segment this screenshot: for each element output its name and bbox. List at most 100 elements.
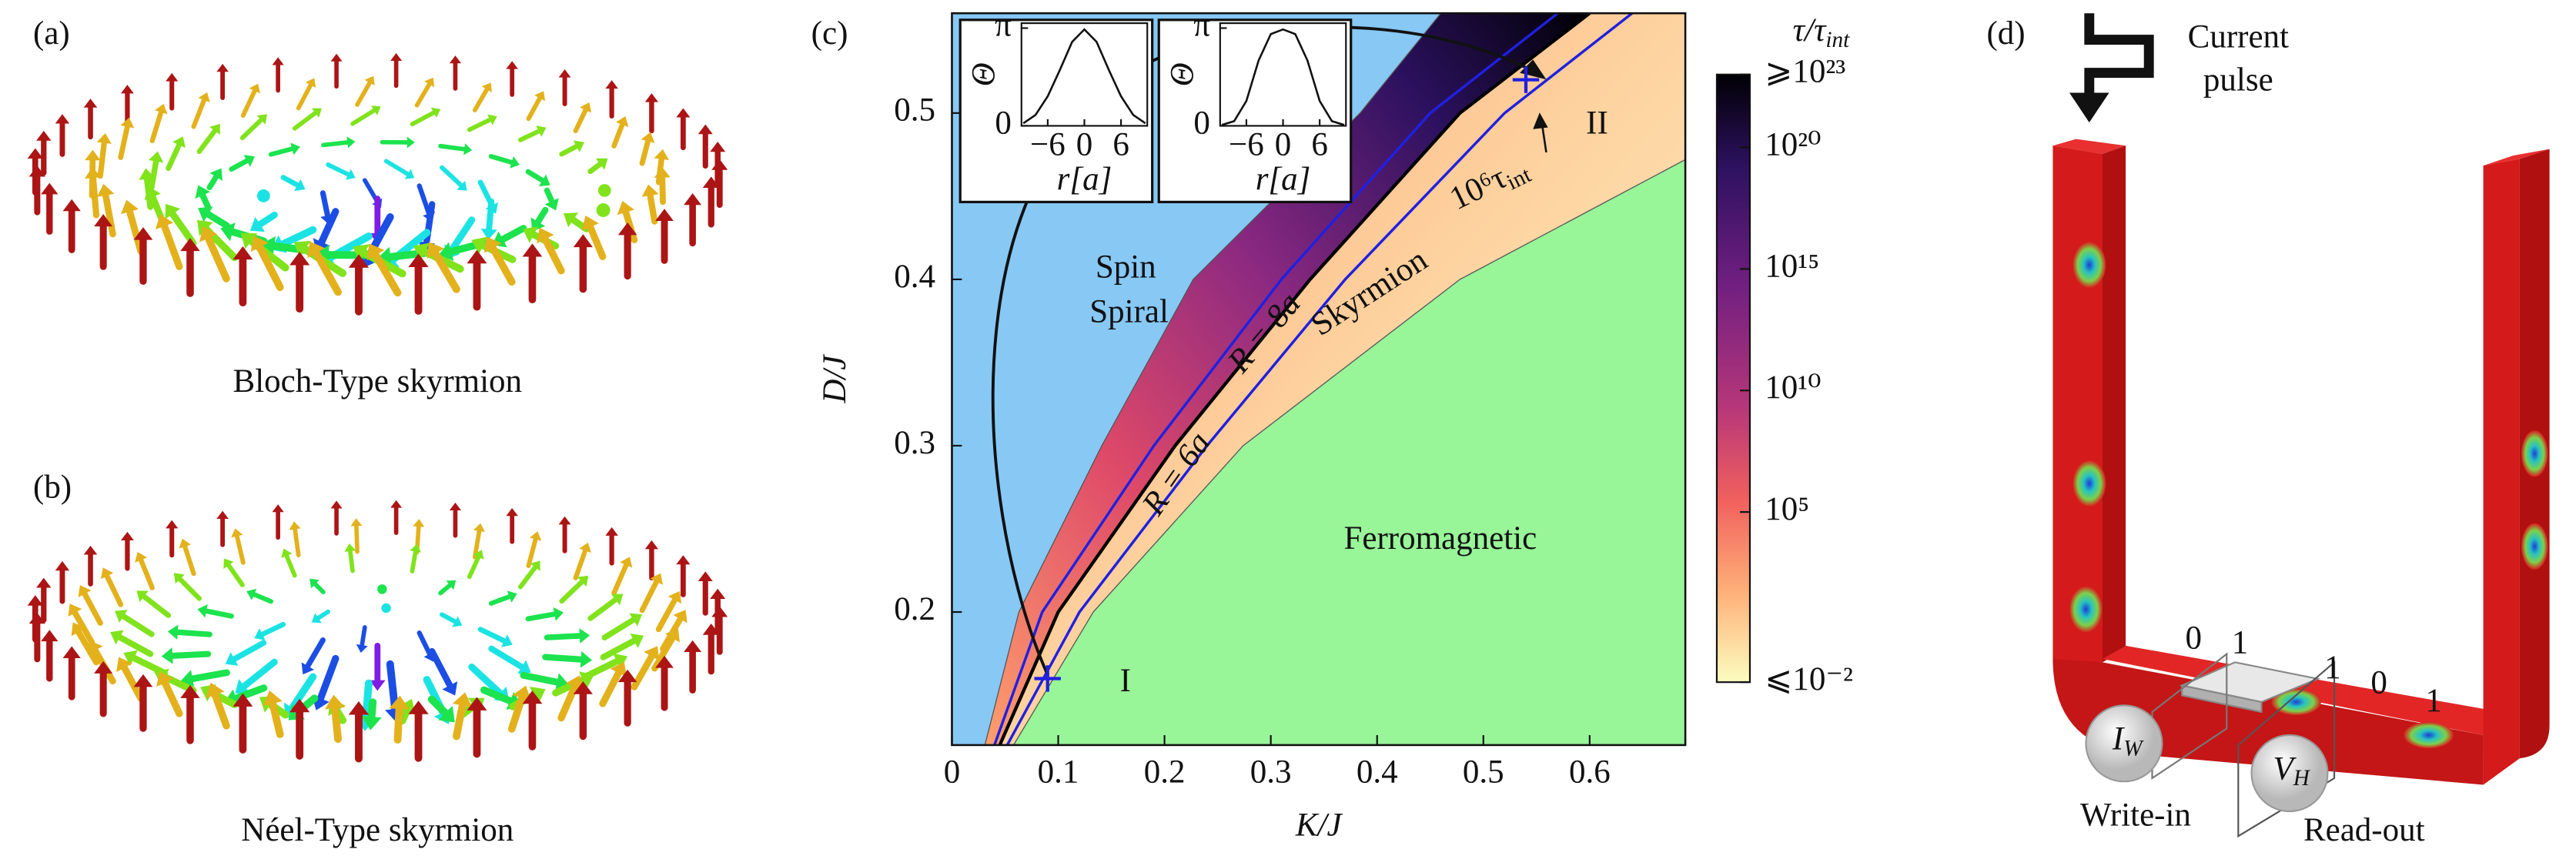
- spin-arrow-head: [290, 142, 300, 155]
- spin-arrow-head: [309, 578, 319, 589]
- track-top: [2483, 149, 2550, 166]
- inset-profile: [1022, 28, 1146, 125]
- spin-arrow-head: [311, 613, 322, 624]
- spin-arrow: [597, 184, 611, 197]
- spin-arrow-head: [698, 571, 713, 582]
- spin-arrow-head: [254, 628, 266, 640]
- spin-arrow: [431, 249, 460, 293]
- y-axis-label: D/J: [817, 354, 853, 404]
- spin-arrow: [326, 162, 351, 177]
- spin-arrow: [573, 107, 588, 134]
- spin-arrow: [259, 621, 286, 637]
- spin-arrow-head: [235, 679, 250, 694]
- spin-arrow: [121, 664, 145, 702]
- spin-arrow-head: [289, 252, 310, 266]
- spin-arrow-head: [522, 690, 543, 704]
- spin-arrow: [82, 590, 103, 626]
- spin-arrow-head: [27, 148, 43, 159]
- spin-arrow: [472, 87, 490, 112]
- ferromagnet-region: [1013, 159, 1686, 745]
- bit-label: 0: [2186, 620, 2202, 656]
- spin-arrow-head: [467, 697, 487, 711]
- bit-label: 1: [2425, 683, 2441, 719]
- spin-arrow-head: [457, 180, 467, 191]
- spin-arrow-head: [71, 622, 86, 637]
- spin-arrow: [169, 650, 212, 659]
- spin-arrow-head: [55, 560, 70, 571]
- spin-arrow-head: [281, 548, 293, 558]
- spin-arrow: [488, 645, 525, 670]
- spin-arrow-head: [233, 246, 253, 260]
- spin-arrow-head: [452, 692, 473, 707]
- spin-arrow: [542, 654, 584, 663]
- spin-arrow-head: [424, 77, 435, 88]
- spin-arrow-head: [256, 114, 267, 125]
- spin-arrow-head: [83, 99, 98, 108]
- spin-arrow: [428, 647, 453, 689]
- pulse-icon: [2084, 13, 2154, 100]
- x-tick-label: 0.2: [1144, 754, 1186, 790]
- spin-arrow-head: [325, 694, 346, 710]
- spin-arrow-head: [413, 519, 425, 527]
- spin-arrow: [525, 611, 557, 622]
- inset-x-tick-label: −6: [1229, 126, 1264, 162]
- spin-arrow-head: [249, 216, 266, 232]
- spin-arrow-head: [473, 523, 486, 533]
- spin-arrow-head: [644, 93, 659, 102]
- spin-arrow-head: [442, 681, 458, 696]
- spin-arrow: [651, 634, 676, 672]
- x-tick-label: 0.1: [1038, 754, 1079, 790]
- spin-arrow: [97, 140, 107, 179]
- spin-arrow-head: [558, 516, 571, 525]
- spin-arrow: [256, 243, 284, 292]
- spin-arrow-head: [573, 140, 584, 152]
- spin-arrow: [240, 89, 257, 118]
- spin-arrow-head: [133, 227, 153, 240]
- spin-arrow: [599, 669, 622, 707]
- spin-arrow-head: [369, 680, 386, 691]
- spin-arrow-head: [512, 685, 532, 701]
- y-tick-label: 0.2: [894, 591, 935, 627]
- bit-label: 1: [2324, 650, 2340, 686]
- spin-arrow: [507, 694, 526, 733]
- neel-skyrmion: [27, 500, 728, 763]
- spin-arrow: [268, 146, 295, 157]
- track-left-side: [2102, 145, 2126, 663]
- spin-arrow: [321, 140, 350, 148]
- spin-arrow-head: [605, 80, 618, 89]
- spin-arrow-head: [123, 650, 139, 667]
- spin-arrow-head: [579, 628, 590, 644]
- spin-arrow: [149, 109, 164, 144]
- spin-arrow-head: [413, 242, 430, 261]
- spin-arrow-head: [41, 182, 59, 195]
- spin-arrow-head: [650, 573, 663, 585]
- spin-arrow-head: [366, 243, 385, 261]
- spin-arrow: [525, 169, 545, 183]
- spin-arrow-head: [166, 520, 179, 529]
- spin-arrow: [130, 654, 168, 677]
- spin-arrow-head: [580, 102, 592, 113]
- spin-arrow-head: [307, 241, 326, 259]
- spin-arrow: [206, 174, 219, 191]
- y-tick-label: 0.3: [894, 425, 935, 461]
- spin-arrow: [534, 206, 549, 226]
- spin-arrow: [256, 211, 278, 228]
- spin-arrow: [544, 187, 555, 205]
- spin-arrow-head: [702, 176, 720, 188]
- spin-arrow-head: [27, 595, 43, 606]
- spin-arrow: [587, 223, 607, 260]
- skyrmion-bit: [2073, 242, 2106, 289]
- state-marker: [1034, 665, 1061, 692]
- spin-arrow: [350, 108, 376, 126]
- spin-arrow-head: [710, 141, 726, 152]
- spin-arrow: [596, 203, 611, 217]
- spin-arrow-head: [577, 575, 589, 587]
- bit-label: 0: [2370, 664, 2387, 701]
- spin-arrow: [573, 548, 588, 580]
- spin-arrow-head: [529, 686, 546, 704]
- spin-arrow: [292, 110, 318, 131]
- spin-arrow-head: [408, 253, 429, 268]
- spin-arrow-head: [617, 669, 637, 683]
- spin-arrow: [472, 528, 482, 560]
